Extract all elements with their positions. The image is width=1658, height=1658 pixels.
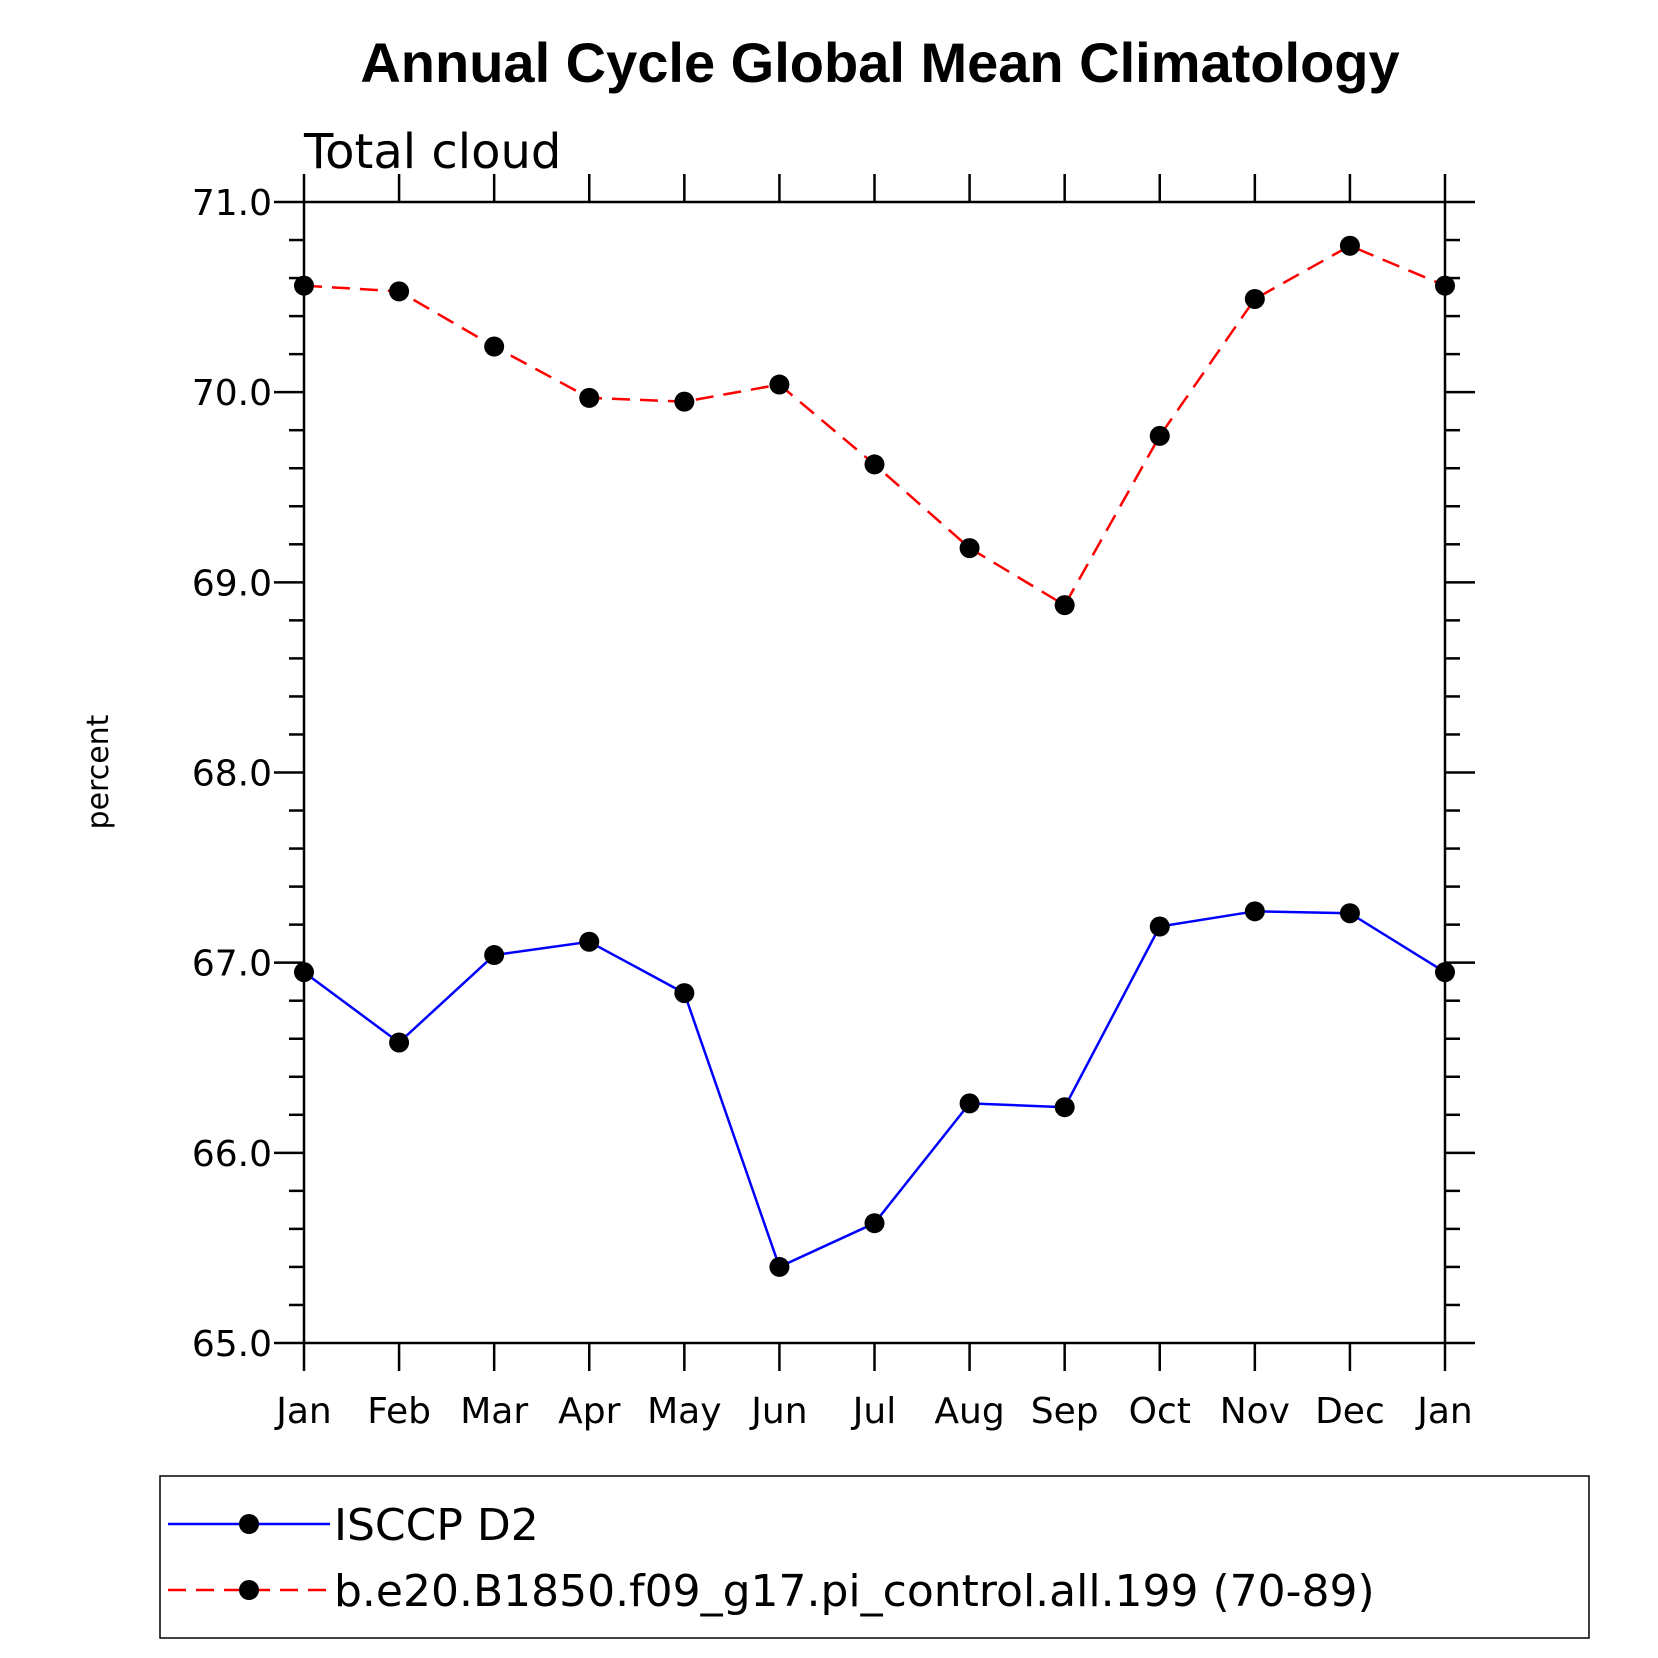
series-1-point xyxy=(769,374,790,395)
series-1-point xyxy=(484,336,505,357)
y-tick-label: 69.0 xyxy=(192,563,272,604)
series-1-point xyxy=(674,391,695,412)
series-0-point xyxy=(1244,901,1265,922)
x-tick-label: Jun xyxy=(749,1391,807,1432)
legend-swatch-marker xyxy=(239,1580,259,1600)
x-tick-label: Apr xyxy=(558,1391,620,1432)
series-0-point xyxy=(1149,916,1170,937)
series-line-1 xyxy=(303,244,1446,607)
series-1-point xyxy=(579,387,600,408)
y-tick-label: 71.0 xyxy=(192,183,272,224)
x-tick-label: Jan xyxy=(1415,1391,1473,1432)
x-tick-label: Mar xyxy=(460,1391,528,1432)
y-axis: 65.0 66.0 67.0 68.0 69.0 70.0 71.0 xyxy=(192,183,1475,1365)
y-axis-label: percent xyxy=(81,714,116,829)
series-0-point xyxy=(579,931,600,952)
series-1-point xyxy=(1435,275,1455,296)
series-0-point xyxy=(294,962,314,983)
series-1-point xyxy=(1054,595,1075,616)
legend-swatch-marker xyxy=(239,1514,259,1534)
x-tick-label: Sep xyxy=(1031,1391,1099,1432)
series-0-point xyxy=(484,945,505,966)
legend-label: ISCCP D2 xyxy=(334,1500,539,1551)
series-1-point xyxy=(1149,425,1170,446)
x-tick-label: Aug xyxy=(934,1391,1004,1432)
chart-subtitle: Total cloud xyxy=(303,124,561,180)
x-tick-label: Jul xyxy=(851,1391,896,1432)
x-tick-label: Jan xyxy=(274,1391,332,1432)
series-0-point xyxy=(389,1032,410,1053)
y-tick-label: 67.0 xyxy=(192,944,272,985)
series-0-point xyxy=(674,983,695,1004)
legend-label: b.e20.B1850.f09_g17.pi_control.all.199 (… xyxy=(334,1566,1375,1617)
series-0-point xyxy=(1054,1097,1075,1118)
series-0-point xyxy=(769,1256,790,1277)
x-tick-label: Oct xyxy=(1129,1391,1191,1432)
series-1-point xyxy=(864,454,885,475)
chart-title: Annual Cycle Global Mean Climatology xyxy=(360,31,1399,94)
x-tick-label: Dec xyxy=(1315,1391,1385,1432)
series-0-point xyxy=(1435,962,1455,983)
series-0-point xyxy=(1339,903,1360,924)
series-1-point xyxy=(389,281,410,302)
x-axis: Jan Feb Mar Apr May Jun Jul Aug Sep Oct Nov Dec Jan xyxy=(274,174,1473,1432)
y-tick-label: 66.0 xyxy=(192,1134,272,1175)
y-tick-label: 65.0 xyxy=(192,1324,272,1365)
y-tick-label: 70.0 xyxy=(192,373,272,414)
series-1-point xyxy=(294,275,314,296)
legend-box xyxy=(159,1475,1590,1639)
legend: ISCCP D2 b.e20.B1850.f09_g17.pi_control.a… xyxy=(159,1475,1590,1639)
series-1-point xyxy=(1244,288,1265,309)
series-0-point xyxy=(864,1213,885,1234)
x-tick-label: Feb xyxy=(367,1391,431,1432)
series-0-point xyxy=(959,1093,980,1114)
series-layer xyxy=(294,235,1455,1277)
series-1-point xyxy=(959,538,980,559)
x-tick-label: Nov xyxy=(1220,1391,1290,1432)
y-tick-label: 68.0 xyxy=(192,754,272,795)
series-1-point xyxy=(1339,235,1360,256)
plot-frame xyxy=(302,200,1447,1345)
x-tick-label: May xyxy=(647,1391,721,1432)
